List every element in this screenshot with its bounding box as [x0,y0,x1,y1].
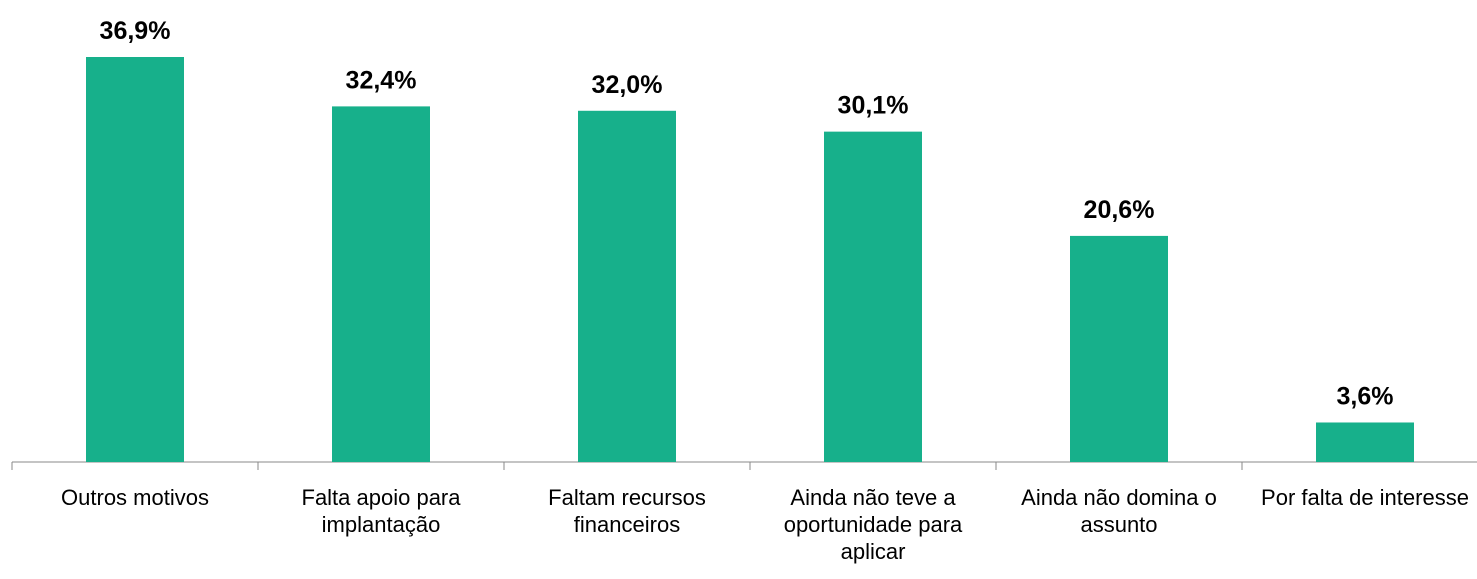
value-label: 32,4% [346,66,417,94]
bar [1316,422,1414,462]
x-tick-label: Por falta de interesse [1261,485,1469,510]
value-label: 32,0% [592,71,663,99]
value-label: 3,6% [1337,382,1394,410]
x-tick-label: Ainda não domina o assunto [1021,485,1217,537]
x-tick-label: Outros motivos [61,485,209,510]
bar [332,106,430,462]
bar [824,131,922,462]
x-tick-label: Falta apoio para implantação [301,485,461,537]
bar [86,57,184,462]
x-tick-label: Ainda não teve a oportunidade para aplic… [783,485,963,564]
bar [578,110,676,462]
value-label: 20,6% [1084,196,1155,224]
bar [1070,235,1168,462]
value-label: 30,1% [838,92,909,120]
x-tick-label: Faltam recursos financeiros [548,485,706,537]
value-label: 36,9% [100,17,171,45]
